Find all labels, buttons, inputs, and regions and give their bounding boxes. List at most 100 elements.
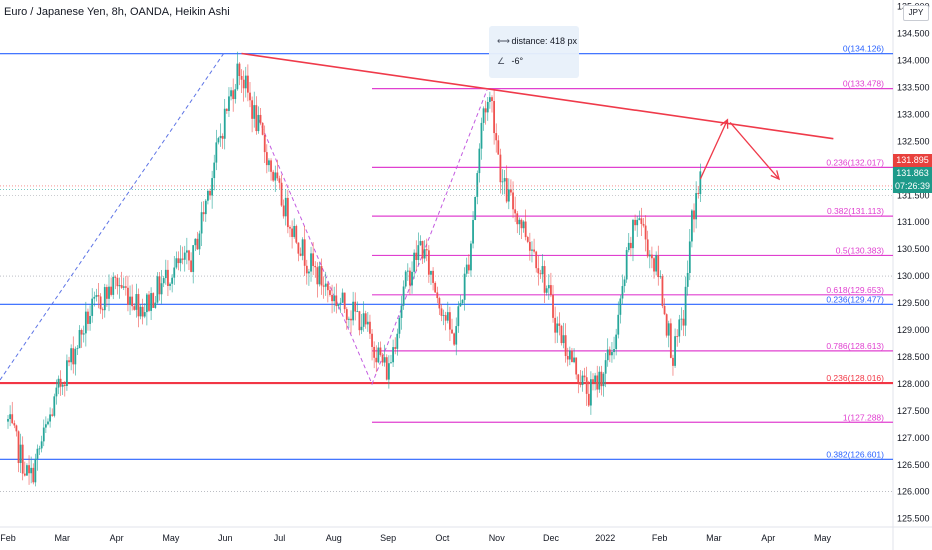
candle-body: [488, 97, 491, 102]
candle-body: [451, 329, 453, 334]
x-tick-label: Jun: [218, 533, 233, 543]
candle-body: [255, 105, 258, 132]
candle-body: [627, 242, 630, 251]
candle-body: [577, 374, 580, 383]
candle-body: [486, 101, 489, 113]
measure-tooltip: ⟷ distance: 418 px ∠ -6°: [489, 26, 579, 78]
candle-body: [423, 249, 426, 259]
candle-body: [459, 303, 462, 307]
candle-body: [453, 333, 456, 345]
candle-body: [558, 323, 561, 326]
candle-body: [472, 219, 474, 244]
candle-body: [318, 266, 321, 285]
candle-body: [329, 290, 331, 295]
candle-body: [106, 287, 108, 299]
candle-body: [171, 277, 174, 284]
candle-body: [209, 190, 211, 196]
candle-body: [66, 360, 68, 386]
level-label: 0.236(132.017): [826, 157, 884, 167]
candle-body: [34, 458, 37, 483]
x-tick-label: Sep: [380, 533, 396, 543]
y-tick-label: 131.500: [897, 190, 930, 200]
dashed-zigzag: [258, 89, 488, 386]
y-tick-label: 131.000: [897, 217, 930, 227]
candle-body: [476, 173, 479, 197]
candle-body: [95, 295, 98, 297]
candle-body: [345, 309, 348, 320]
candle-body: [156, 276, 159, 303]
y-tick-label: 134.000: [897, 56, 930, 66]
last-price-value: 131.863: [896, 168, 929, 178]
x-tick-label: Apr: [761, 533, 775, 543]
candle-body: [211, 178, 214, 196]
candle-body: [661, 276, 664, 306]
candle-body: [230, 90, 232, 97]
candle-body: [324, 283, 327, 287]
candle-body: [310, 253, 312, 272]
bar-countdown: 07:26:39: [894, 181, 931, 191]
candle-body: [150, 293, 152, 311]
candle-body: [74, 348, 77, 365]
candle-body: [335, 295, 338, 307]
x-tick-label: Aug: [326, 533, 342, 543]
candle-body: [70, 348, 73, 363]
candle-body: [440, 308, 443, 316]
candle-body: [373, 346, 376, 358]
candle-body: [632, 219, 634, 249]
candle-body: [246, 75, 249, 93]
candle-body: [270, 160, 272, 172]
projection-arrow: [699, 119, 729, 180]
currency-button[interactable]: JPY: [903, 5, 929, 21]
candle-body: [556, 323, 559, 333]
candle-body: [57, 378, 60, 388]
candle-body: [13, 423, 16, 426]
candle-body: [44, 424, 47, 428]
candle-body: [179, 258, 182, 264]
candle-body: [213, 162, 216, 179]
candle-body: [148, 294, 150, 311]
candle-body: [173, 267, 176, 278]
candle-body: [337, 303, 340, 307]
candle-body: [613, 349, 615, 353]
candle-body: [404, 271, 407, 287]
candle-body: [672, 357, 674, 366]
candle-body: [23, 473, 26, 476]
y-tick-label: 126.000: [897, 487, 930, 497]
candle-body: [207, 190, 209, 201]
candle-body: [596, 375, 599, 390]
candle-body: [581, 375, 584, 385]
candle-body: [545, 288, 548, 293]
candle-body: [312, 253, 315, 267]
candle-body: [261, 122, 264, 135]
candle-body: [61, 384, 64, 387]
candle-body: [697, 193, 700, 195]
y-tick-label: 128.000: [897, 379, 930, 389]
candle-body: [642, 223, 645, 226]
candle-body: [225, 108, 228, 111]
candle-body: [665, 314, 668, 336]
candle-body: [259, 114, 262, 123]
candle-body: [78, 330, 81, 349]
candle-body: [238, 63, 241, 76]
candle-body: [217, 138, 220, 143]
candle-body: [7, 419, 9, 422]
candle-body: [120, 285, 123, 288]
level-label: 0(134.126): [843, 44, 884, 54]
candle-body: [242, 79, 245, 89]
candle-body: [455, 326, 458, 345]
candle-body: [9, 414, 12, 420]
candle-body: [341, 292, 344, 303]
candle-body: [219, 135, 222, 139]
candle-body: [510, 189, 512, 193]
candle-body: [653, 258, 655, 272]
candle-body: [678, 319, 681, 337]
candle-body: [600, 371, 603, 387]
candle-body: [366, 321, 369, 325]
candle-body: [188, 250, 190, 261]
x-tick-label: Oct: [435, 533, 450, 543]
candle-body: [465, 264, 468, 274]
candle-body: [387, 363, 390, 380]
candle-body: [274, 172, 277, 181]
